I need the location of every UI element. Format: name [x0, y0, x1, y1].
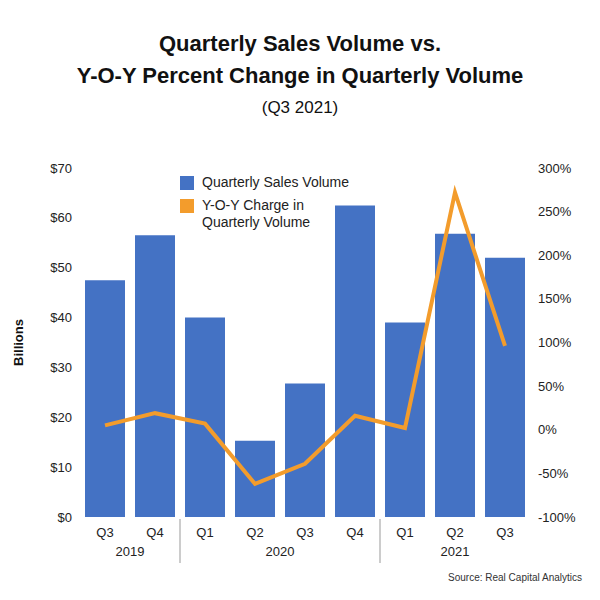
svg-text:$10: $10: [50, 460, 72, 475]
svg-text:2021: 2021: [441, 544, 470, 559]
svg-text:150%: 150%: [538, 291, 572, 306]
svg-text:50%: 50%: [538, 379, 564, 394]
svg-text:Q1: Q1: [396, 525, 413, 540]
svg-text:Q2: Q2: [246, 525, 263, 540]
svg-text:2020: 2020: [266, 544, 295, 559]
svg-text:2019: 2019: [116, 544, 145, 559]
svg-text:300%: 300%: [538, 161, 572, 176]
svg-text:$40: $40: [50, 310, 72, 325]
svg-text:-100%: -100%: [538, 510, 576, 525]
svg-text:$20: $20: [50, 410, 72, 425]
html-text:Quarterly Sales Volume: Quarterly Sales Volume: [202, 174, 350, 190]
html-text:Y-O-Y Charge in Quarterly Volu: Y-O-Y Charge in Quarterly Volume: [202, 197, 311, 230]
html-text:(Q3 2021): (Q3 2021): [261, 98, 339, 117]
svg-text:Q3: Q3: [96, 525, 113, 540]
svg-text:$60: $60: [50, 210, 72, 225]
html-text:Quarterly Sales Volume vs. Y-O: Quarterly Sales Volume vs. Y-O-Y Percent…: [76, 31, 524, 88]
svg-text:Q4: Q4: [346, 525, 363, 540]
svg-text:$30: $30: [50, 360, 72, 375]
svg-text:Q2: Q2: [446, 525, 463, 540]
svg-text:250%: 250%: [538, 204, 572, 219]
html-text:Source: Real Capital Analytics: Source: Real Capital Analytics: [448, 572, 582, 583]
svg-text:100%: 100%: [538, 335, 572, 350]
svg-text:Billions: Billions: [11, 319, 26, 366]
svg-text:$50: $50: [50, 260, 72, 275]
svg-text:Q4: Q4: [146, 525, 163, 540]
svg-text:$0: $0: [58, 510, 72, 525]
svg-text:$70: $70: [50, 161, 72, 176]
svg-text:0%: 0%: [538, 422, 557, 437]
svg-text:Q3: Q3: [296, 525, 313, 540]
svg-text:200%: 200%: [538, 248, 572, 263]
svg-text:Q1: Q1: [196, 525, 213, 540]
svg-text:Q3: Q3: [496, 525, 513, 540]
svg-text:-50%: -50%: [538, 466, 569, 481]
